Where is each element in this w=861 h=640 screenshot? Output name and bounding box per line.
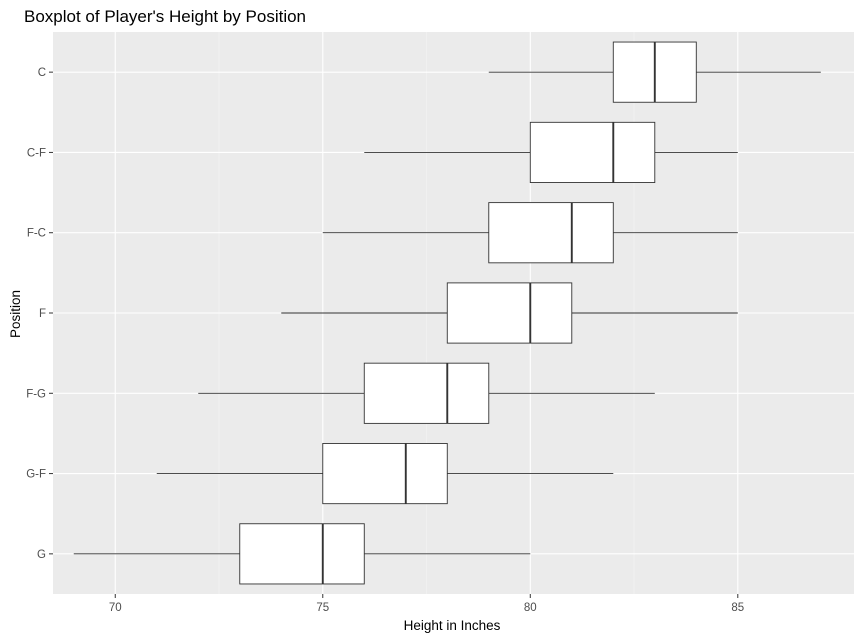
chart-title: Boxplot of Player's Height by Position <box>24 7 306 26</box>
x-axis: 70 75 80 85 <box>109 594 744 614</box>
y-axis-title: Position <box>8 290 23 338</box>
y-axis: C C-F F-C F F-G G-F G <box>26 67 53 561</box>
x-tick-label: 75 <box>316 602 329 614</box>
x-tick-label: 85 <box>731 602 744 614</box>
y-tick-label: G-F <box>26 469 46 481</box>
box-c-f <box>364 121 738 183</box>
iqr-box <box>529 121 656 183</box>
box-f-c <box>322 202 738 264</box>
y-tick-label: F-G <box>26 388 46 400</box>
y-tick-label: F-C <box>27 228 46 240</box>
iqr-box <box>239 523 365 585</box>
box-g-f <box>156 443 614 505</box>
iqr-box <box>363 362 490 424</box>
y-tick-label: C-F <box>27 147 46 159</box>
y-tick-label: G <box>37 549 46 561</box>
y-tick-label: C <box>38 67 46 79</box>
box-f-g <box>198 362 655 424</box>
x-axis-title: Height in Inches <box>404 618 501 633</box>
x-tick-label: 80 <box>524 602 537 614</box>
y-tick-label: F <box>39 308 46 320</box>
x-tick-label: 70 <box>109 602 122 614</box>
box-c <box>488 41 821 103</box>
box-f <box>281 282 738 344</box>
iqr-box <box>446 282 573 344</box>
box-g <box>73 523 531 585</box>
iqr-box <box>322 443 448 505</box>
boxplot-series <box>73 41 821 585</box>
iqr-box <box>488 202 614 264</box>
